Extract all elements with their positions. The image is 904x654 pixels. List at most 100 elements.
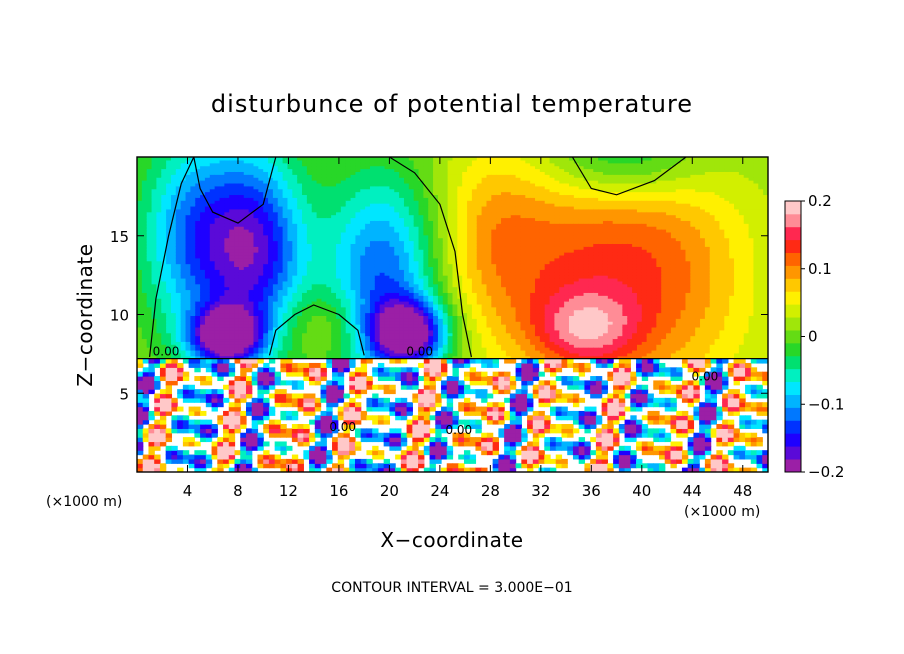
- field-cell: [384, 197, 390, 201]
- field-cell: [403, 344, 410, 348]
- field-cell: [365, 174, 371, 178]
- field-cell: [292, 295, 298, 299]
- field-cell: [350, 254, 357, 259]
- field-cell: [360, 177, 366, 181]
- field-cell: [248, 306, 255, 311]
- field-cell: [437, 229, 444, 233]
- field-cell: [389, 277, 395, 282]
- field-cell: [336, 344, 342, 348]
- field-cell: [258, 249, 264, 253]
- field-cell: [408, 349, 415, 354]
- field-cell: [423, 263, 429, 268]
- field-cell: [151, 171, 158, 175]
- field-cell: [471, 220, 478, 224]
- field-cell: [190, 203, 196, 207]
- field-cell: [408, 286, 415, 291]
- field-cell: [292, 168, 298, 172]
- field-cell: [263, 197, 269, 201]
- field-cell: [418, 266, 424, 270]
- field-cell: [243, 185, 250, 190]
- field-cell: [166, 220, 172, 224]
- field-cell: [229, 324, 235, 328]
- field-cell: [214, 205, 221, 210]
- field-cell: [287, 269, 293, 273]
- field-cell: [403, 229, 410, 233]
- field-cell: [408, 318, 415, 322]
- field-cell: [302, 217, 308, 221]
- field-cell: [413, 266, 420, 270]
- field-cell: [326, 168, 332, 172]
- field-cell: [418, 283, 424, 288]
- field-cell: [447, 226, 454, 230]
- field-cell: [161, 217, 167, 221]
- field-cell: [413, 306, 420, 311]
- field-cell: [200, 312, 206, 316]
- field-cell: [272, 217, 279, 221]
- field-cell: [161, 240, 167, 244]
- field-cell: [345, 280, 352, 285]
- field-cell: [374, 249, 381, 253]
- field-cell: [316, 318, 323, 322]
- field-cell: [365, 254, 371, 259]
- field-cell: [457, 275, 463, 279]
- field-cell: [175, 237, 182, 242]
- field-cell: [403, 266, 410, 270]
- field-cell: [170, 295, 177, 299]
- field-cell: [214, 171, 221, 175]
- field-cell: [462, 355, 468, 360]
- field-cell: [462, 185, 468, 190]
- field-cell: [389, 254, 395, 259]
- field-cell: [248, 263, 255, 268]
- field-cell: [292, 355, 298, 360]
- field-cell: [365, 341, 371, 345]
- field-cell: [384, 275, 390, 279]
- field-cell: [476, 226, 483, 230]
- field-cell: [161, 177, 167, 181]
- field-cell: [302, 298, 308, 302]
- field-cell: [170, 168, 177, 172]
- field-cell: [384, 182, 390, 187]
- field-cell: [428, 174, 434, 178]
- field-cell: [258, 243, 264, 247]
- field-cell: [248, 338, 255, 342]
- field-cell: [146, 301, 153, 305]
- field-cell: [248, 324, 255, 328]
- field-cell: [369, 159, 376, 164]
- field-cell: [195, 329, 201, 334]
- field-cell: [209, 347, 216, 351]
- field-cell: [384, 344, 390, 348]
- field-cell: [253, 214, 259, 219]
- field-cell: [200, 275, 206, 279]
- field-cell: [394, 180, 400, 184]
- field-cell: [190, 177, 196, 181]
- field-cell: [229, 191, 235, 196]
- field-cell: [204, 306, 211, 311]
- field-cell: [146, 223, 153, 227]
- field-cell: [369, 240, 376, 244]
- field-cell: [248, 159, 255, 164]
- field-cell: [365, 280, 371, 285]
- field-cell: [287, 283, 293, 288]
- field-cell: [297, 249, 303, 253]
- field-cell: [399, 329, 405, 334]
- field-cell: [297, 234, 303, 239]
- field-cell: [268, 275, 274, 279]
- field-cell: [481, 306, 488, 311]
- field-cell: [457, 312, 463, 316]
- field-cell: [302, 283, 308, 288]
- field-cell: [170, 355, 177, 360]
- field-cell: [394, 217, 400, 221]
- field-cell: [219, 306, 225, 311]
- field-cell: [467, 301, 473, 305]
- field-cell: [365, 223, 371, 227]
- field-cell: [365, 338, 371, 342]
- field-cell: [340, 341, 347, 345]
- field-cell: [403, 335, 410, 340]
- field-cell: [151, 335, 158, 340]
- field-cell: [234, 194, 240, 198]
- field-cell: [345, 211, 352, 216]
- field-cell: [263, 355, 269, 360]
- field-cell: [311, 214, 318, 219]
- field-cell: [277, 180, 284, 184]
- field-cell: [141, 165, 148, 170]
